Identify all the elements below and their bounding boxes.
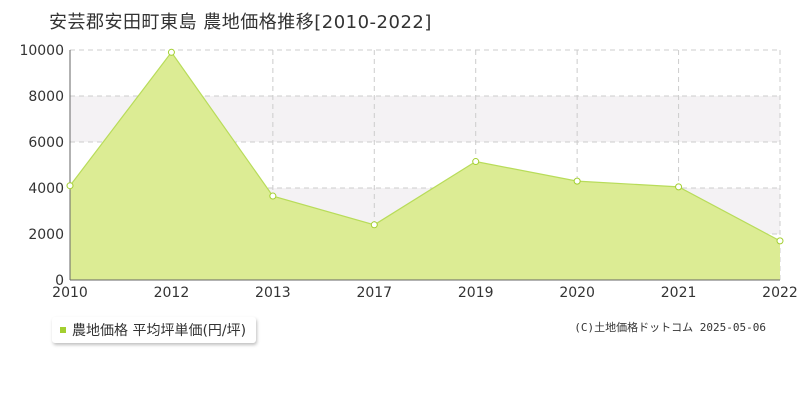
credit-text: (C)土地価格ドットコム 2025-05-06 [574,321,766,334]
data-point [66,182,74,190]
x-tick-label: 2012 [154,285,190,301]
chart-title: 安芸郡安田町東島 農地価格推移[2010-2022] [49,12,432,33]
x-tick-label: 2020 [559,285,595,301]
data-point [776,237,784,245]
data-point [269,192,277,200]
x-tick-label: 2010 [52,285,88,301]
data-point [370,221,378,229]
y-tick-label: 0 [55,273,64,289]
y-tick-label: 2000 [28,227,64,243]
legend-label: 農地価格 平均坪単価(円/坪) [72,323,247,339]
x-tick-label: 2021 [661,285,697,301]
x-tick-label: 2019 [458,285,494,301]
x-tick-label: 2017 [356,285,392,301]
data-point [472,158,480,166]
series-area [70,52,780,280]
x-tick-label: 2022 [762,285,798,301]
data-point [675,183,683,191]
series-line [69,51,781,242]
y-tick-label: 6000 [28,135,64,151]
x-tick-label: 2013 [255,285,291,301]
data-point [167,48,175,56]
y-tick-label: 10000 [19,43,64,59]
data-point [573,177,581,185]
y-tick-label: 8000 [28,89,64,105]
y-tick-label: 4000 [28,181,64,197]
legend: 農地価格 平均坪単価(円/坪) [52,317,257,343]
legend-swatch [60,327,66,333]
